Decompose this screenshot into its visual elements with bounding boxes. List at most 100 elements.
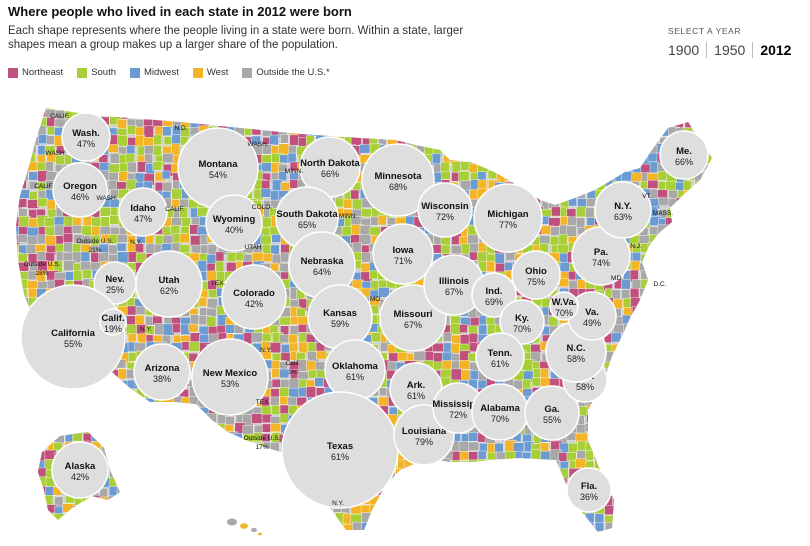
state-ark[interactable]: Ark.61% (389, 362, 443, 416)
legend-swatch-south (77, 67, 88, 78)
year-button-1900[interactable]: 1900 (668, 42, 700, 58)
year-button-2012[interactable]: 2012 (752, 42, 798, 58)
state-home-share-shape (659, 130, 709, 180)
state-percent-label: 70% (555, 308, 573, 318)
state-home-share-shape (133, 343, 191, 401)
state-name-label: Fla. (581, 481, 597, 492)
state-va[interactable]: Va.49% (567, 291, 617, 341)
state-percent-label: 62% (160, 286, 178, 296)
state-name-label: Ohio (525, 266, 547, 277)
state-percent-label: 70% (491, 414, 509, 424)
state-n-y[interactable]: N.Y.63% (594, 181, 652, 239)
state-home-share-shape (135, 250, 203, 318)
state-home-share-shape (205, 194, 263, 252)
state-percent-label: 77% (499, 220, 517, 230)
state-home-share-shape (524, 385, 580, 441)
state-home-share-shape (372, 223, 434, 285)
state-fla[interactable]: Fla.36% (566, 467, 612, 513)
state-home-share-shape (499, 299, 545, 345)
region-label: TEX. (211, 280, 226, 287)
state-name-label: Ark. (407, 380, 425, 391)
legend-swatch-northeast (8, 67, 18, 78)
region-label: Outside U.S. (77, 238, 114, 245)
state-percent-label: 19% (104, 324, 122, 334)
state-name-label: Wisconsin (421, 201, 469, 212)
state-percent-label: 64% (313, 267, 331, 277)
state-percent-label: 54% (209, 170, 227, 180)
legend-swatch-midwest (130, 67, 141, 78)
region-label: WASH. (247, 141, 268, 148)
state-name-label: Nebraska (301, 256, 344, 267)
state-home-share-shape (473, 183, 543, 253)
state-name-label: Nev. (105, 274, 124, 285)
state-percent-label: 69% (485, 297, 503, 307)
state-name-label: California (51, 328, 96, 339)
state-percent-label: 38% (153, 374, 171, 384)
state-name-label: North Dakota (300, 158, 360, 169)
state-ind[interactable]: Ind.69% (471, 272, 517, 318)
state-percent-label: 42% (245, 299, 263, 309)
state-tenn[interactable]: Tenn.61% (475, 332, 525, 382)
year-button-1950[interactable]: 1950 (706, 42, 752, 58)
legend-label-midwest: Midwest (144, 67, 179, 78)
state-home-share-shape (191, 338, 269, 416)
state-home-share-shape (471, 272, 517, 318)
state-percent-label: 49% (583, 318, 601, 328)
region-label: UTAH (244, 244, 262, 251)
state-bubbles: Wash.47%Oregon46%Idaho47%Montana54%Wyomi… (20, 112, 709, 513)
state-percent-label: 36% (580, 492, 598, 502)
state-ky[interactable]: Ky.70% (499, 299, 545, 345)
state-name-label: Iowa (392, 245, 414, 256)
state-percent-label: 47% (134, 214, 152, 224)
legend: Northeast South Midwest West Outside the… (8, 67, 344, 78)
state-w-va[interactable]: W.Va.70% (549, 291, 579, 321)
state-percent-label: 66% (675, 157, 693, 167)
state-pa[interactable]: Pa.74% (571, 226, 631, 286)
state-home-share-shape (417, 182, 473, 238)
region-percent-label: 17% (255, 444, 268, 451)
state-percent-label: 59% (331, 319, 349, 329)
legend-label-west: West (206, 67, 229, 78)
state-home-share-shape (361, 143, 435, 217)
state-name-label: Tenn. (488, 348, 513, 359)
state-percent-label: 55% (64, 339, 82, 349)
state-home-share-shape (549, 291, 579, 321)
state-percent-label: 67% (445, 287, 463, 297)
legend-label-south: South (91, 67, 117, 78)
region-label: Outside U.S. (244, 435, 281, 442)
state-calif[interactable]: Calif.19% (99, 308, 127, 336)
legend-label-northeast: Northeast (22, 67, 64, 78)
region-label: N.Y. (140, 326, 152, 333)
state-name-label: Ky. (515, 313, 529, 324)
region-percent-label: 3% (288, 369, 298, 376)
state-name-label: Utah (158, 275, 179, 286)
legend-item-south: South (77, 67, 116, 78)
state-wash[interactable]: Wash.47% (61, 112, 111, 162)
hawaii-island (240, 523, 248, 529)
state-percent-label: 65% (298, 220, 316, 230)
region-label: WASH. (96, 195, 117, 202)
state-ga[interactable]: Ga.55% (524, 385, 580, 441)
state-me[interactable]: Me.66% (659, 130, 709, 180)
